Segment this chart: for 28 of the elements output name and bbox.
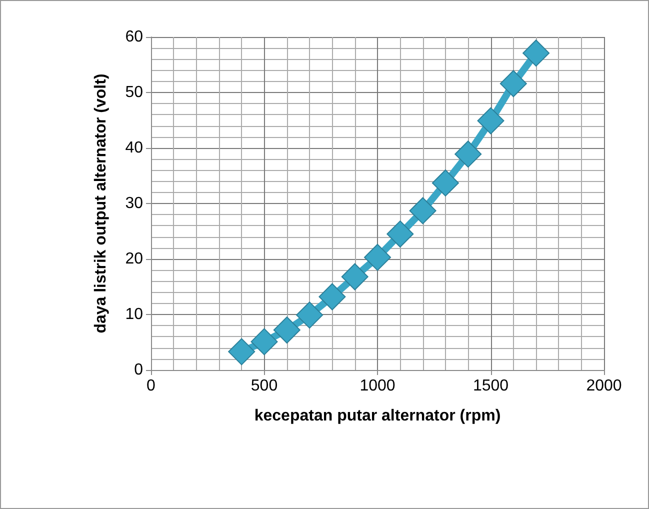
- y-tick-label: 20: [125, 250, 144, 268]
- point: [228, 338, 256, 366]
- x-tick-label: 2000: [586, 378, 622, 394]
- point: [522, 40, 550, 67]
- x-tick-label: 1000: [360, 378, 396, 394]
- point: [296, 302, 324, 329]
- y-tick-label: 40: [125, 140, 144, 156]
- y-tick-label: 60: [125, 28, 144, 46]
- point: [341, 263, 368, 290]
- point: [250, 328, 278, 356]
- point: [318, 283, 346, 310]
- point: [273, 316, 300, 344]
- point: [477, 107, 504, 134]
- point: [364, 244, 391, 271]
- point: [500, 70, 527, 98]
- point: [409, 197, 436, 224]
- point: [432, 169, 459, 196]
- point: [386, 220, 414, 248]
- x-tick-label: 500: [250, 378, 278, 394]
- y-axis-title: daya listrik output alternator (volt): [92, 74, 110, 334]
- point: [454, 140, 482, 168]
- y-tick-label: 10: [125, 306, 144, 323]
- x-axis-title: kecepatan putar alternator (rpm): [254, 408, 501, 424]
- y-tick-label: 0: [134, 362, 144, 378]
- y-tick-label: 50: [125, 84, 144, 101]
- y-tick-label: 30: [125, 195, 144, 212]
- x-tick-label: 0: [146, 378, 156, 394]
- x-tick-label: 1500: [472, 378, 509, 394]
